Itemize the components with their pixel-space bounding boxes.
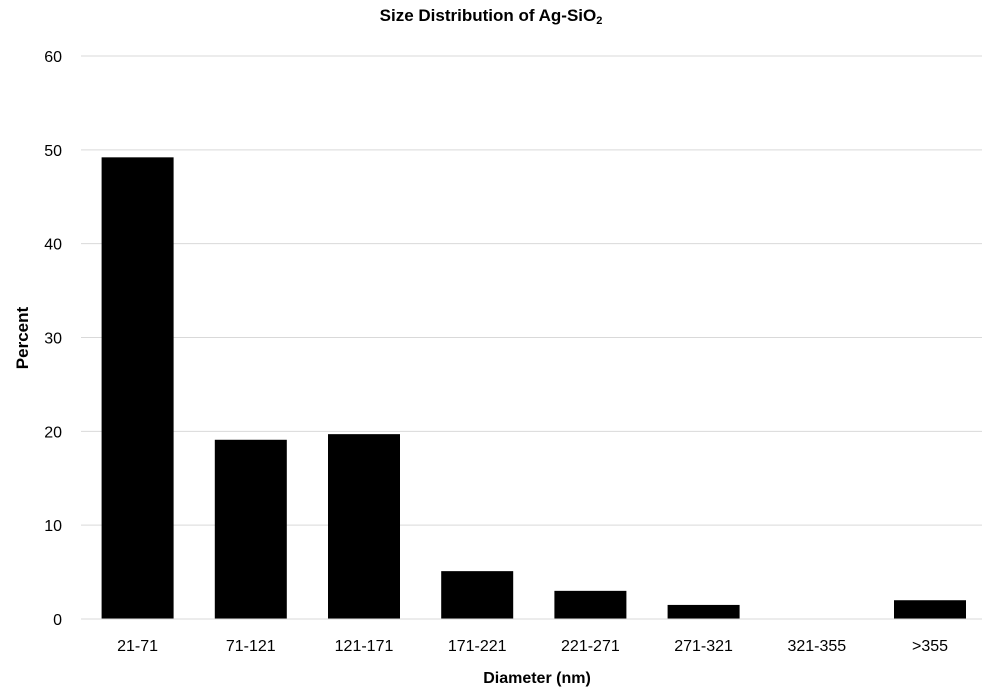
y-tick-label: 20: [44, 424, 62, 441]
y-axis-ticks: 0 10 20 30 40 50 60: [44, 49, 62, 629]
bar: [441, 571, 514, 619]
y-tick-label: 0: [53, 612, 62, 629]
x-tick-label: 121-171: [335, 638, 394, 655]
x-axis-title: Diameter (nm): [483, 670, 591, 687]
chart-title: Size Distribution of Ag-SiO2: [0, 6, 982, 27]
y-tick-label: 30: [44, 331, 62, 348]
x-axis-ticks: 21-71 71-121 121-171 171-221 221-271 271-321 3…: [117, 638, 948, 655]
y-tick-label: 10: [44, 518, 62, 535]
x-tick-label: >355: [912, 638, 948, 655]
bar: [214, 439, 287, 619]
x-tick-label: 171-221: [448, 638, 507, 655]
gridlines: [81, 55, 982, 526]
bar: [101, 157, 174, 619]
y-tick-label: 60: [44, 49, 62, 66]
bar: [667, 604, 740, 619]
x-tick-label: 21-71: [117, 638, 158, 655]
x-tick-label: 271-321: [674, 638, 733, 655]
bar: [894, 600, 966, 619]
bars: [101, 157, 966, 619]
chart-title-subscript: 2: [596, 15, 603, 27]
y-tick-label: 40: [44, 237, 62, 254]
chart-title-text: Size Distribution of Ag-SiO: [379, 6, 597, 25]
bar: [554, 590, 627, 619]
bar: [328, 434, 400, 619]
x-tick-label: 71-121: [226, 638, 276, 655]
x-tick-label: 321-355: [787, 638, 846, 655]
x-tick-label: 221-271: [561, 638, 620, 655]
y-tick-label: 50: [44, 143, 62, 160]
y-axis-title: Percent: [13, 306, 32, 369]
